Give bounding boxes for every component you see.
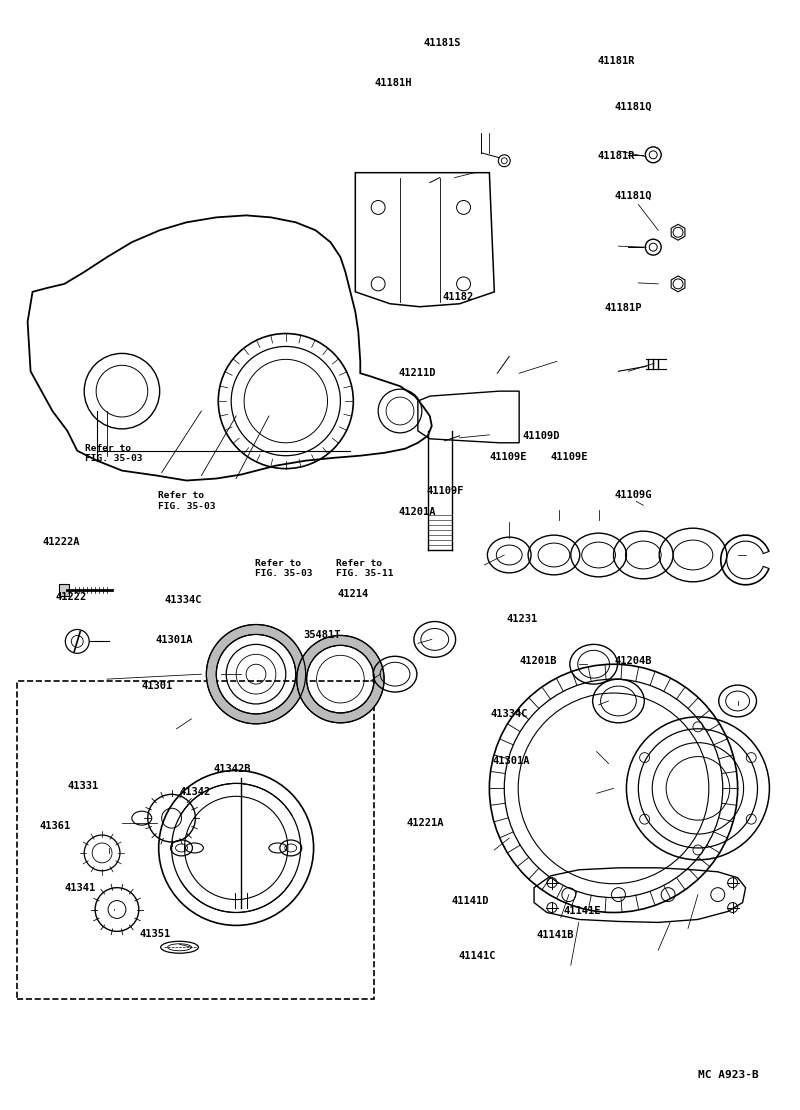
- Text: 41181P: 41181P: [604, 303, 642, 313]
- Text: 41341: 41341: [65, 882, 96, 892]
- Text: 41109F: 41109F: [426, 486, 464, 496]
- Text: 41351: 41351: [139, 929, 170, 939]
- Text: 41301A: 41301A: [155, 635, 193, 645]
- Text: 41331: 41331: [68, 781, 99, 791]
- Text: Refer to
FIG. 35-03: Refer to FIG. 35-03: [158, 492, 215, 511]
- Text: 41181S: 41181S: [424, 38, 462, 48]
- Text: 41201B: 41201B: [520, 656, 558, 666]
- Text: 41181R: 41181R: [597, 57, 634, 67]
- Text: 41221A: 41221A: [406, 818, 444, 828]
- Text: 41222: 41222: [55, 592, 86, 602]
- Text: 41342: 41342: [179, 787, 210, 797]
- Text: Refer to
FIG. 35-03: Refer to FIG. 35-03: [255, 558, 313, 578]
- Text: 41301: 41301: [142, 682, 173, 692]
- Text: 41204B: 41204B: [614, 656, 652, 666]
- Text: 41141B: 41141B: [537, 930, 574, 940]
- Text: 41109E: 41109E: [490, 452, 527, 462]
- Text: 41201A: 41201A: [398, 507, 436, 517]
- Text: 41181Q: 41181Q: [614, 101, 652, 111]
- Text: 41141D: 41141D: [452, 896, 489, 906]
- Text: Refer to
FIG. 35-11: Refer to FIG. 35-11: [337, 558, 394, 578]
- Text: MC A923-B: MC A923-B: [698, 1070, 758, 1080]
- Text: 41211D: 41211D: [398, 369, 436, 379]
- Circle shape: [626, 717, 770, 860]
- Text: 41301A: 41301A: [492, 756, 530, 766]
- Text: 41181R: 41181R: [597, 151, 634, 161]
- Text: 41231: 41231: [506, 614, 538, 624]
- Bar: [17, 682, 374, 999]
- Text: 41334C: 41334C: [490, 708, 528, 719]
- Text: 41181Q: 41181Q: [614, 191, 652, 201]
- Text: 41181H: 41181H: [374, 78, 412, 88]
- Text: 41109D: 41109D: [522, 431, 560, 441]
- Text: Refer to
FIG. 35-03: Refer to FIG. 35-03: [85, 444, 142, 463]
- Text: 35481T: 35481T: [303, 630, 341, 640]
- Circle shape: [158, 770, 314, 926]
- Text: 41334C: 41334C: [164, 595, 202, 605]
- Text: 41361: 41361: [39, 821, 70, 831]
- Text: 41141C: 41141C: [458, 951, 496, 961]
- Text: 41141E: 41141E: [564, 906, 601, 916]
- Text: 41109E: 41109E: [551, 452, 589, 462]
- Text: 41214: 41214: [338, 588, 369, 598]
- Bar: [59, 584, 70, 596]
- Text: 41222A: 41222A: [42, 537, 80, 547]
- Text: 41109G: 41109G: [614, 491, 652, 501]
- Text: 41342B: 41342B: [214, 764, 251, 774]
- Text: 41182: 41182: [443, 292, 474, 302]
